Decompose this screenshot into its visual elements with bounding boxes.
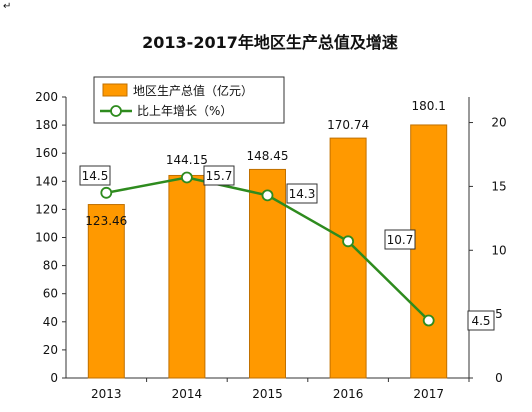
growth-line-marker [100,186,113,199]
left-axis-tick-label: 140 [35,174,58,188]
right-axis-tick-label: 15 [491,179,506,193]
legend-line-marker [110,105,122,117]
chart-title: 2013-2017年地区生产总值及增速 [142,33,398,52]
x-axis-tick-label: 2017 [413,387,444,401]
x-axis-tick-label: 2013 [91,387,122,401]
x-axis-tick-label: 2014 [172,387,203,401]
left-axis-tick-label: 160 [35,146,58,160]
growth-label-box [286,183,318,204]
growth-line-marker [342,235,355,248]
gdp-bar [168,174,206,379]
left-axis-tick-label: 80 [43,259,58,273]
gdp-bar-value-label: 144.15 [166,153,208,167]
growth-line: 14.5 15.7 14.3 10.7 4.5 [79,165,495,331]
gdp-bar-value-label: 148.45 [247,149,289,163]
growth-value-label: 10.7 [387,233,414,247]
left-y-axis: 0 20 40 60 80 100 120 140 160 180 200 [35,90,67,385]
gdp-bar [410,124,448,379]
growth-line-marker [261,189,274,202]
left-axis-tick-label: 200 [35,90,58,104]
left-axis-tick-label: 100 [35,231,58,245]
return-mark: ↵ [3,1,11,12]
right-y-axis: 0 5 10 15 20 [468,97,507,385]
growth-label-box [384,229,416,250]
left-axis-tick-label: 180 [35,118,58,132]
x-axis: 2013 2014 2015 2016 2017 [66,377,470,401]
gdp-bar-value-label: 170.74 [327,118,369,132]
gdp-bar [249,168,286,379]
left-axis-tick-label: 60 [43,287,58,301]
gdp-bars: 123.46 144.15 148.45 170.74 180.1 [85,99,448,379]
growth-value-label: 4.5 [471,314,490,328]
left-axis-tick-label: 20 [43,343,58,357]
growth-line-marker [180,171,193,184]
growth-value-label: 14.5 [82,169,109,183]
left-axis-tick-label: 40 [43,315,58,329]
left-axis-tick-label: 0 [50,371,58,385]
gdp-bar [329,137,367,379]
growth-line-marker [422,314,435,327]
right-axis-tick-label: 10 [491,243,506,257]
gdp-bar-value-label: 123.46 [85,214,127,228]
growth-label-box [203,165,235,186]
gdp-bar-value-label: 180.1 [412,99,446,113]
legend: 地区生产总值（亿元） 比上年增长（%） [93,76,285,124]
growth-label-box [467,310,495,331]
x-axis-tick-label: 2016 [333,387,364,401]
growth-value-label: 14.3 [289,187,316,201]
right-axis-tick-label: 0 [495,371,503,385]
growth-label-box [79,165,111,186]
growth-value-label: 15.7 [206,169,233,183]
gdp-bar [87,204,125,379]
left-axis-tick-label: 120 [35,202,58,216]
right-axis-tick-label: 5 [495,307,503,321]
legend-bar-swatch [102,83,128,97]
legend-line-label: 比上年增长（%） [137,104,232,118]
right-axis-tick-label: 20 [491,116,506,130]
x-axis-tick-label: 2015 [252,387,283,401]
legend-bar-label: 地区生产总值（亿元） [133,83,253,98]
